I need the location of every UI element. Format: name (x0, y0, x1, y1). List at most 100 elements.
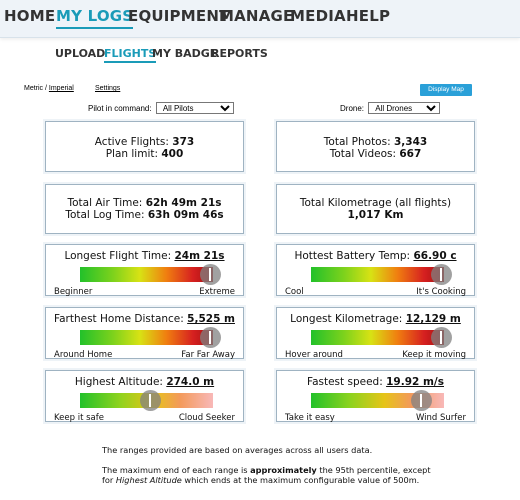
total-km-value: 1,017 Km (347, 209, 404, 221)
total-videos-value: 667 (399, 148, 422, 160)
total-videos-line: Total Videos: 667 (277, 148, 474, 160)
nav-my-logs[interactable]: MY LOGS (56, 7, 134, 29)
gauge-bar (311, 267, 444, 282)
gauge-high-label: It's Cooking (416, 287, 466, 297)
unit-separator: / (43, 85, 49, 92)
gauge-title: Highest Altitude: 274.0 m (46, 376, 243, 388)
gauge-low-label: Beginner (54, 287, 93, 297)
settings-link[interactable]: Settings (95, 85, 120, 92)
gauge-low-label: Cool (285, 287, 304, 297)
gauge-title: Hottest Battery Temp: 66.90 c (277, 250, 474, 262)
gauge-knob[interactable] (140, 390, 162, 411)
gauge-value[interactable]: 24m 21s (174, 250, 225, 262)
subnav-my-badge[interactable]: MY BADGE (152, 47, 218, 60)
top-nav: HOME MY LOGS EQUIPMENT MANAGE MEDIA HELP (0, 0, 520, 38)
gauge-title-label: Fastest speed: (307, 376, 383, 388)
unit-imperial[interactable]: Imperial (48, 85, 74, 92)
footnote-percentile: The maximum end of each range is approxi… (102, 465, 512, 485)
gauge-title: Farthest Home Distance: 5,525 m (46, 313, 243, 325)
pilot-label: Pilot in command: (88, 104, 152, 113)
gauge-hottest-battery-temp: Hottest Battery Temp: 66.90 c Cool It's … (276, 244, 475, 297)
gauge-bar (311, 393, 444, 408)
nav-help[interactable]: HELP (346, 7, 391, 25)
active-flights-card: Active Flights: 373 Plan limit: 400 (45, 121, 244, 172)
gauge-highest-altitude: Highest Altitude: 274.0 m Keep it safe C… (45, 370, 244, 423)
pilot-select[interactable]: All Pilots (155, 102, 234, 114)
gauge-longest-kilometrage: Longest Kilometrage: 12,129 m Hover arou… (276, 307, 475, 360)
gauge-title-label: Highest Altitude: (74, 376, 163, 388)
drone-filter: Drone: All Drones (340, 102, 441, 114)
total-air-time-value: 62h 49m 21s (145, 197, 222, 209)
drone-select[interactable]: All Drones (368, 102, 441, 114)
gauge-knob[interactable] (431, 327, 453, 348)
gauge-farthest-home-distance: Farthest Home Distance: 5,525 m Around H… (45, 307, 244, 360)
gauge-knob[interactable] (200, 327, 222, 348)
footnote-text: The maximum end of each range is (102, 465, 251, 475)
nav-media[interactable]: MEDIA (290, 7, 346, 25)
nav-manage[interactable]: MANAGE (219, 7, 294, 25)
gauge-high-label: Wind Surfer (415, 413, 466, 423)
time-totals-card: Total Air Time: 62h 49m 21s Total Log Ti… (45, 184, 244, 234)
gauge-title-label: Longest Flight Time: (64, 250, 172, 262)
total-videos-label: Total Videos: (329, 148, 397, 160)
total-km-label: Total Kilometrage (all flights) (299, 197, 452, 209)
gauge-title-label: Hottest Battery Temp: (294, 250, 411, 262)
media-totals-card: Total Photos: 3,343 Total Videos: 667 (276, 121, 475, 172)
total-photos-label: Total Photos: (323, 136, 391, 148)
gauge-fastest-speed: Fastest speed: 19.92 m/s Take it easy Wi… (276, 370, 475, 423)
gauge-title-label: Farthest Home Distance: (54, 313, 184, 325)
subnav-flights[interactable]: FLIGHTS (104, 47, 157, 63)
gauge-knob[interactable] (431, 264, 453, 285)
total-air-time-label: Total Air Time: (67, 197, 143, 209)
footnote-ranges: The ranges provided are based on average… (102, 445, 373, 455)
drone-label: Drone: (340, 104, 365, 113)
gauge-value[interactable]: 274.0 m (166, 376, 215, 388)
active-flights-value: 373 (172, 136, 195, 148)
nav-home[interactable]: HOME (4, 7, 56, 25)
gauge-title: Longest Flight Time: 24m 21s (46, 250, 243, 262)
gauge-title: Longest Kilometrage: 12,129 m (277, 313, 474, 325)
settings-label: Settings (95, 85, 121, 92)
footnote-italic: Highest Altitude (115, 475, 182, 485)
gauge-title-label: Longest Kilometrage: (290, 313, 403, 325)
gauge-value[interactable]: 5,525 m (187, 313, 235, 325)
footnote-emphasis: approximately (250, 465, 317, 475)
gauge-value[interactable]: 66.90 c (413, 250, 457, 262)
subnav-reports[interactable]: REPORTS (211, 47, 268, 60)
nav-equipment[interactable]: EQUIPMENT (128, 7, 230, 25)
gauge-value[interactable]: 12,129 m (405, 313, 461, 325)
total-log-time-line: Total Log Time: 63h 09m 46s (46, 209, 243, 221)
gauge-knob[interactable] (200, 264, 222, 285)
gauge-high-label: Keep it moving (402, 350, 466, 360)
kilometrage-total-card: Total Kilometrage (all flights) 1,017 Km (276, 184, 475, 234)
gauge-bar (80, 330, 213, 345)
gauge-knob[interactable] (411, 390, 433, 411)
total-photos-value: 3,343 (393, 136, 428, 148)
footnote-text: which ends at the maximum configurable v… (181, 475, 420, 485)
gauge-high-label: Extreme (199, 287, 235, 297)
gauge-bar (80, 267, 213, 282)
gauge-high-label: Far Far Away (181, 350, 235, 360)
plan-limit-line: Plan limit: 400 (46, 148, 243, 160)
active-flights-line: Active Flights: 373 (46, 136, 243, 148)
gauge-high-label: Cloud Seeker (178, 413, 235, 423)
gauge-bar (311, 330, 444, 345)
pilot-filter: Pilot in command: All Pilots (88, 102, 234, 114)
unit-metric[interactable]: Metric (24, 85, 44, 92)
subnav-upload[interactable]: UPLOAD (55, 47, 106, 60)
unit-toggle: Metric / Imperial (24, 85, 74, 92)
gauge-low-label: Around Home (54, 350, 113, 360)
plan-limit-label: Plan limit: (105, 148, 159, 160)
gauge-value[interactable]: 19.92 m/s (386, 376, 444, 388)
footnote-text: for (102, 475, 116, 485)
footnote-text: the 95th percentile, except (316, 465, 431, 475)
total-log-time-label: Total Log Time: (65, 209, 145, 221)
gauge-title: Fastest speed: 19.92 m/s (277, 376, 474, 388)
gauge-low-label: Take it easy (285, 413, 335, 423)
gauge-low-label: Keep it safe (54, 413, 104, 423)
gauge-low-label: Hover around (285, 350, 343, 360)
plan-limit-value: 400 (161, 148, 184, 160)
display-map-button[interactable]: Display Map (420, 84, 472, 96)
total-photos-line: Total Photos: 3,343 (277, 136, 474, 148)
total-log-time-value: 63h 09m 46s (147, 209, 224, 221)
